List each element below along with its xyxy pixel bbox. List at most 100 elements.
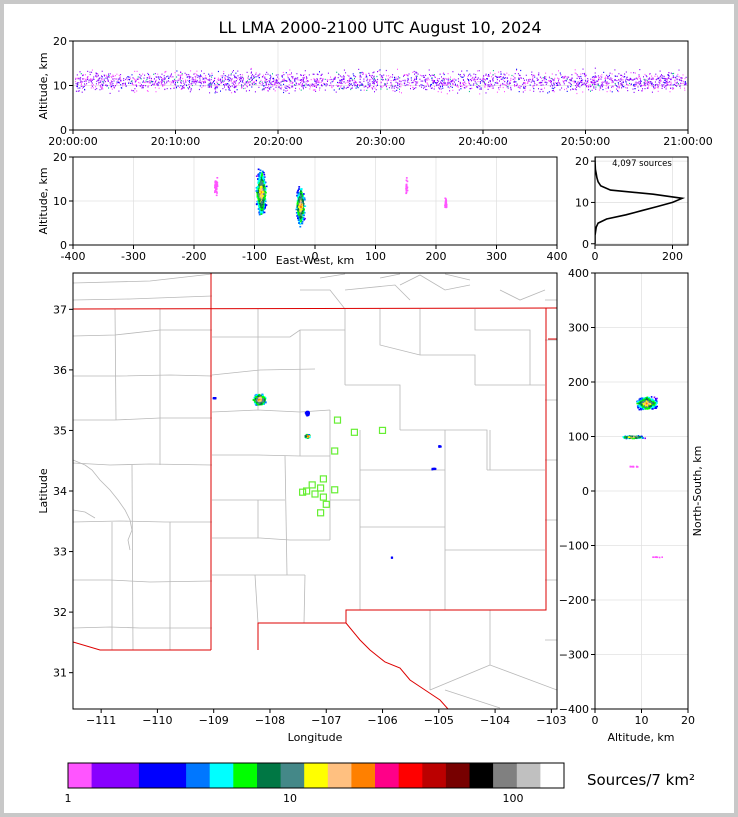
- time-source-point: [523, 85, 525, 88]
- time-source-point: [395, 81, 397, 83]
- time-source-point: [390, 82, 392, 84]
- time-source-point: [390, 83, 392, 85]
- time-source-point: [592, 80, 594, 82]
- time-source-point: [291, 72, 292, 74]
- time-source-point: [291, 86, 293, 88]
- time-source-point: [85, 79, 87, 81]
- time-source-point: [147, 86, 149, 88]
- time-source-point: [116, 83, 118, 85]
- time-source-point: [553, 87, 555, 90]
- map-source-point: [255, 396, 258, 398]
- time-source-point: [618, 73, 620, 75]
- time-source-point: [216, 91, 218, 93]
- time-source-point: [399, 77, 401, 79]
- time-source-point: [504, 91, 505, 93]
- time-source-point: [593, 82, 595, 84]
- time-source-point: [252, 83, 254, 85]
- time-source-point: [220, 90, 221, 92]
- time-source-point: [653, 86, 655, 88]
- time-source-point: [321, 85, 323, 87]
- time-source-point: [336, 71, 338, 73]
- time-source-point: [234, 76, 236, 78]
- time-source-point: [557, 84, 559, 86]
- ew-source-point: [264, 189, 267, 191]
- ew-source-point: [263, 187, 266, 189]
- time-source-point: [133, 84, 135, 86]
- time-source-point: [288, 78, 290, 80]
- time-source-point: [518, 77, 520, 79]
- time-source-point: [461, 76, 463, 78]
- time-source-point: [366, 89, 368, 91]
- time-source-point: [337, 85, 339, 87]
- time-source-point: [680, 77, 682, 79]
- time-source-point: [431, 74, 433, 76]
- time-source-point: [166, 88, 168, 90]
- time-source-point: [307, 84, 309, 86]
- time-source-point: [602, 86, 603, 88]
- time-source-point: [442, 85, 443, 87]
- time-source-point: [76, 82, 78, 84]
- time-source-point: [101, 79, 103, 81]
- time-source-point: [525, 74, 527, 76]
- time-source-point: [214, 83, 215, 85]
- time-source-point: [241, 76, 243, 78]
- time-source-point: [91, 79, 93, 81]
- time-source-point: [622, 75, 624, 77]
- time-source-point: [253, 77, 255, 79]
- ew-source-point: [258, 200, 261, 202]
- time-source-point: [204, 77, 206, 79]
- time-source-point: [157, 84, 159, 86]
- time-source-point: [440, 82, 442, 84]
- ew-source-point: [260, 196, 263, 199]
- time-source-point: [375, 89, 377, 91]
- time-source-point: [124, 83, 126, 85]
- time-source-point: [364, 76, 366, 78]
- ew-source-point: [263, 208, 265, 210]
- ew-source-point: [262, 210, 265, 212]
- map-source-point: [305, 435, 307, 438]
- ew-source-point: [300, 196, 302, 199]
- time-source-point: [556, 84, 558, 86]
- time-source-point: [132, 77, 134, 79]
- time-source-point: [485, 92, 487, 94]
- time-source-point: [302, 80, 304, 82]
- time-source-point: [576, 85, 578, 87]
- time-source-point: [248, 81, 250, 83]
- time-source-point: [644, 88, 646, 90]
- time-source-point: [478, 70, 480, 72]
- time-source-point: [156, 83, 158, 85]
- time-source-point: [113, 85, 115, 87]
- time-source-point: [676, 82, 678, 84]
- time-source-point: [641, 90, 643, 92]
- time-source-point: [117, 81, 119, 84]
- time-source-point: [544, 81, 546, 83]
- time-source-point: [98, 78, 100, 80]
- time-source-point: [638, 82, 640, 84]
- time-source-point: [180, 71, 181, 73]
- time-source-point: [164, 83, 166, 85]
- time-source-point: [330, 76, 331, 78]
- ew-source-point: [255, 203, 258, 206]
- time-source-point: [384, 84, 386, 86]
- time-source-point: [363, 86, 365, 88]
- time-source-point: [651, 78, 653, 80]
- time-source-point: [121, 87, 123, 89]
- time-source-point: [403, 74, 405, 76]
- time-source-point: [154, 87, 156, 89]
- time-source-point: [593, 82, 595, 84]
- ew-source-point: [299, 203, 301, 206]
- time-source-point: [288, 84, 290, 86]
- time-source-point: [587, 81, 589, 83]
- time-source-point: [268, 83, 270, 85]
- time-source-point: [561, 76, 563, 78]
- time-source-point: [612, 81, 614, 83]
- time-source-point: [675, 77, 677, 79]
- time-source-point: [274, 81, 276, 83]
- ew-source-point: [299, 225, 302, 228]
- time-source-point: [278, 81, 280, 84]
- time-source-point: [529, 84, 531, 86]
- time-source-point: [616, 80, 618, 82]
- time-source-point: [238, 82, 240, 84]
- time-source-point: [537, 79, 539, 81]
- time-source-point: [496, 79, 498, 81]
